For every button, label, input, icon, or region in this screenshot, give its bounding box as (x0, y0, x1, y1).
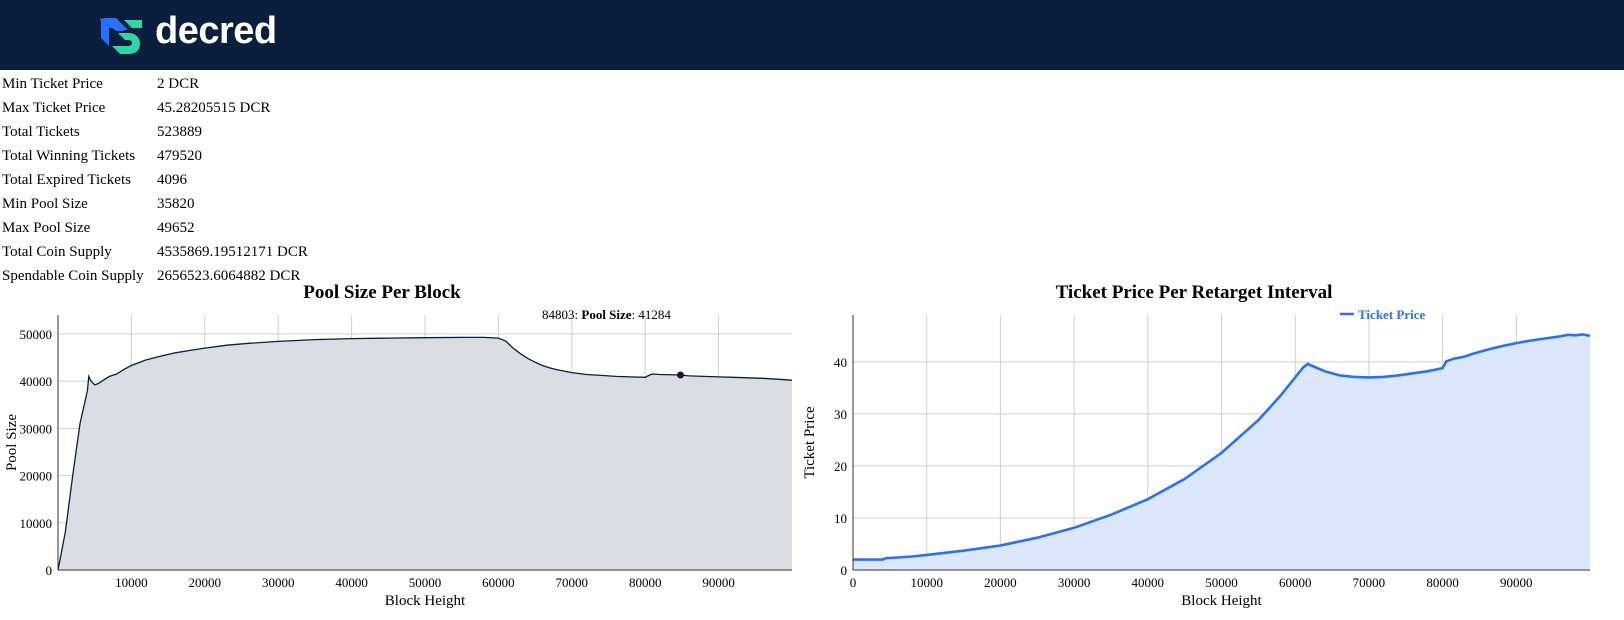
stat-label: Max Pool Size (2, 220, 91, 236)
stat-label: Min Pool Size (2, 196, 88, 212)
stat-row: Min Pool Size 35820 (2, 192, 308, 216)
stat-row: Total Expired Tickets 4096 (2, 168, 308, 192)
stat-value: 523889 (157, 124, 202, 140)
stat-row: Max Ticket Price 45.28205515 DCR (2, 96, 308, 120)
x-tick-label: 30000 (262, 575, 295, 590)
x-tick-label: 0 (850, 575, 857, 590)
tooltip-series: Pool Size (581, 307, 631, 322)
stat-label: Max Ticket Price (2, 100, 106, 116)
stat-value: 35820 (157, 196, 195, 212)
y-tick-label: 0 (46, 563, 53, 578)
pool-size-chart[interactable]: 10000 20000 30000 40000 50000 60000 70000 80000… (0, 300, 800, 620)
x-tick-label: 50000 (409, 575, 442, 590)
x-tick-label: 70000 (1353, 575, 1386, 590)
stat-label: Total Tickets (2, 124, 80, 140)
x-tick-label: 20000 (984, 575, 1017, 590)
stat-row: Total Tickets 523889 (2, 120, 308, 144)
x-tick-label: 70000 (556, 575, 589, 590)
header-bar: decred (0, 0, 1624, 70)
y-tick-label: 10000 (20, 516, 53, 531)
stat-row: Total Coin Supply 4535869.19512171 DCR (2, 240, 308, 264)
y-tick-label: 30000 (20, 421, 53, 436)
series-area (58, 337, 792, 570)
ticket-price-chart[interactable]: 0 10000 20000 30000 40000 50000 60000 70000 8000… (800, 300, 1620, 620)
y-tick-label: 20000 (20, 469, 53, 484)
x-tick-label: 80000 (629, 575, 662, 590)
stat-value: 2 DCR (157, 76, 200, 92)
stat-value: 49652 (157, 220, 195, 236)
y-tick-label: 10 (834, 511, 847, 526)
stat-label: Total Expired Tickets (2, 172, 131, 188)
pool-size-chart-title: Pool Size Per Block (303, 282, 461, 303)
x-tick-label: 20000 (189, 575, 222, 590)
stat-label: Spendable Coin Supply (2, 268, 144, 284)
stat-label: Total Winning Tickets (2, 148, 136, 164)
tooltip-label: 84803: Pool Size: 41284 (542, 307, 671, 322)
x-tick-label: 80000 (1426, 575, 1459, 590)
x-tick-label: 90000 (1500, 575, 1533, 590)
x-tick-label: 10000 (910, 575, 943, 590)
x-axis-title: Block Height (385, 593, 466, 609)
stat-row: Spendable Coin Supply 2656523.6064882 DCR (2, 264, 308, 288)
series-line (853, 333, 1591, 561)
stat-row: Min Ticket Price 2 DCR (2, 72, 308, 96)
y-tick-label: 20 (834, 459, 847, 474)
tooltip-x: 84803: (542, 307, 581, 322)
ticket-price-chart-title: Ticket Price Per Retarget Interval (1055, 282, 1333, 303)
stat-value: 4535869.19512171 DCR (157, 244, 308, 260)
stat-label: Min Ticket Price (2, 76, 103, 92)
decred-logo-text: decred (155, 10, 277, 52)
x-tick-label: 60000 (1279, 575, 1312, 590)
stat-value: 4096 (157, 172, 187, 188)
y-tick-label: 30 (834, 407, 847, 422)
x-tick-label: 40000 (335, 575, 368, 590)
x-tick-label: 60000 (482, 575, 515, 590)
stat-row: Max Pool Size 49652 (2, 216, 308, 240)
tooltip-value: : 41284 (632, 307, 672, 322)
x-axis-title: Block Height (1181, 593, 1262, 609)
y-tick-label: 40 (834, 355, 847, 370)
x-tick-label: 30000 (1058, 575, 1091, 590)
x-tick-label: 90000 (702, 575, 735, 590)
decred-logo-icon[interactable] (98, 16, 144, 56)
tooltip-point (676, 371, 684, 379)
y-axis-title: Ticket Price (802, 406, 818, 479)
y-axis-title: Pool Size (4, 414, 20, 471)
legend-label: Ticket Price (1358, 307, 1425, 322)
legend[interactable]: Ticket Price (1340, 307, 1425, 322)
stat-value: 2656523.6064882 DCR (157, 268, 301, 284)
y-tick-label: 40000 (20, 374, 53, 389)
stat-row: Total Winning Tickets 479520 (2, 144, 308, 168)
stats-table: Min Ticket Price 2 DCR Max Ticket Price 45.… (2, 72, 308, 288)
x-tick-label: 10000 (115, 575, 148, 590)
stat-value: 479520 (157, 148, 202, 164)
y-tick-label: 0 (841, 563, 848, 578)
x-tick-label: 50000 (1205, 575, 1238, 590)
series-line (57, 336, 793, 571)
x-tick-label: 40000 (1132, 575, 1165, 590)
stat-value: 45.28205515 DCR (157, 100, 271, 116)
stat-label: Total Coin Supply (2, 244, 112, 260)
y-tick-label: 50000 (20, 327, 53, 342)
series-area (853, 334, 1590, 570)
